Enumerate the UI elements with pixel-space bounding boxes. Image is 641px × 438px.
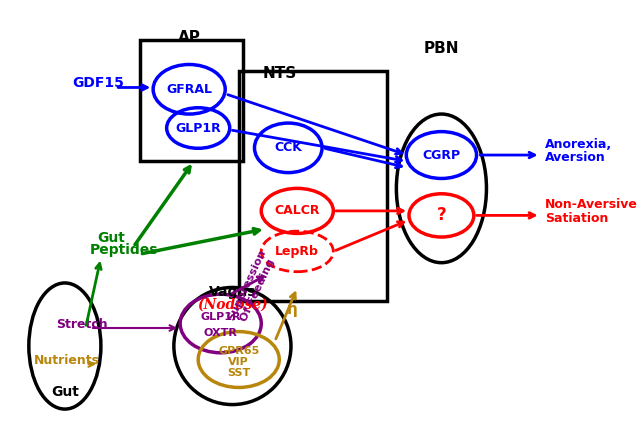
Text: NTS: NTS	[262, 66, 296, 81]
Text: GFRAL: GFRAL	[166, 83, 212, 96]
Text: OXTR: OXTR	[204, 328, 238, 338]
Text: Nutrients: Nutrients	[34, 354, 100, 367]
Text: ?: ?	[437, 206, 446, 224]
Text: CGRP: CGRP	[422, 148, 460, 162]
Text: η: η	[287, 303, 297, 318]
Text: SST: SST	[227, 368, 251, 378]
Text: GLP1R: GLP1R	[201, 312, 241, 322]
Text: Peptides: Peptides	[90, 243, 158, 257]
Bar	[238, 71, 387, 301]
Text: VIP: VIP	[228, 357, 249, 367]
Text: Anorexia,: Anorexia,	[545, 138, 612, 151]
Text: LepRb: LepRb	[276, 245, 319, 258]
Text: GDF15: GDF15	[72, 77, 124, 91]
Text: GLP1R: GLP1R	[175, 121, 221, 134]
Text: Stretch: Stretch	[56, 318, 108, 331]
Text: Suppression
Of Feeding: Suppression Of Feeding	[226, 248, 278, 327]
Text: Non-Aversive: Non-Aversive	[545, 198, 638, 211]
Text: Gut: Gut	[51, 385, 79, 399]
Text: Aversion: Aversion	[545, 152, 606, 164]
Text: Vagus: Vagus	[209, 286, 256, 300]
Text: AP: AP	[178, 29, 201, 45]
Text: CALCR: CALCR	[274, 205, 320, 217]
Text: GPR65: GPR65	[218, 346, 260, 356]
Text: Gut: Gut	[97, 231, 125, 245]
Text: PBN: PBN	[424, 41, 459, 56]
Text: (Nodose): (Nodose)	[197, 297, 268, 311]
Text: Satiation: Satiation	[545, 212, 608, 225]
Text: CCK: CCK	[274, 141, 302, 154]
Bar	[140, 40, 243, 161]
